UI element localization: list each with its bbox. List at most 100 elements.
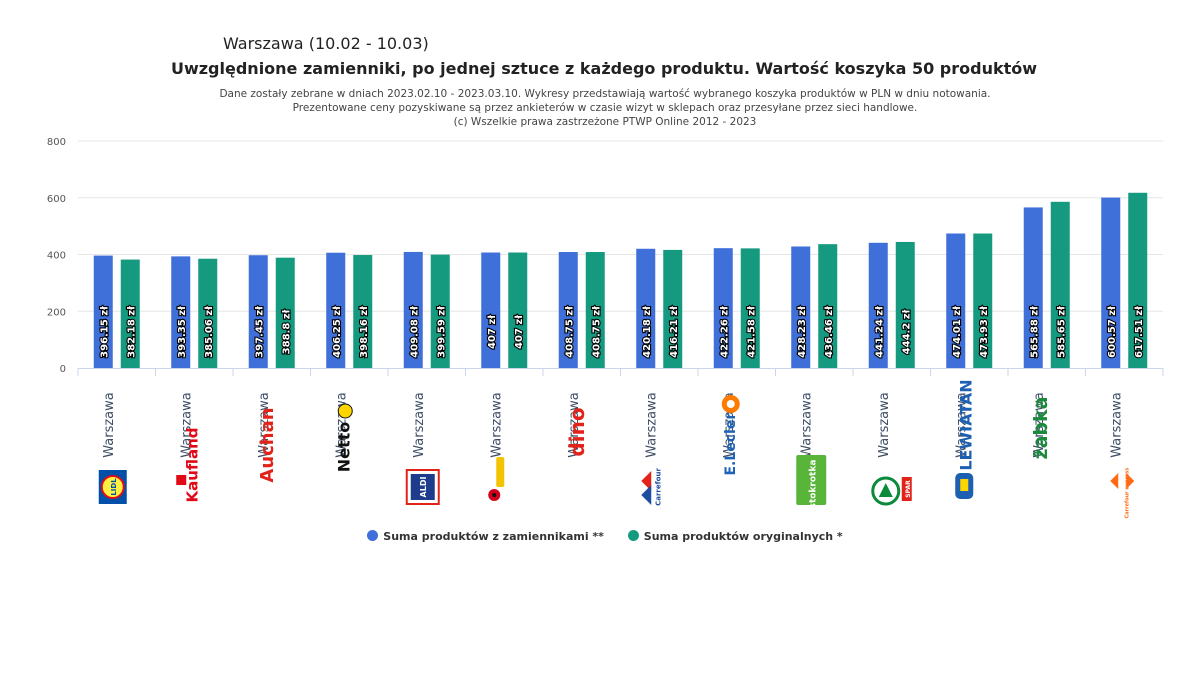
svg-text:LIDL: LIDL [110,478,118,496]
data-label: 408.75 zł [564,306,575,358]
data-label: 382.18 zł [126,306,137,358]
legend-item-series2[interactable]: Suma produktów oryginalnych * [627,530,843,543]
data-label: 421.58 zł [746,306,757,358]
kaufland-logo-icon: Kaufland [176,427,201,503]
x-category-label: Warszawa [877,392,892,458]
bar-series1 [403,251,423,368]
bar-series1 [791,246,811,368]
svg-text:ALDI: ALDI [419,477,428,498]
svg-text:Carrefour express: Carrefour express [1124,468,1130,519]
chart-note-1: Dane zostały zebrane w dniach 2023.02.10… [219,88,991,100]
y-tick-label: 600 [47,194,66,205]
svg-text:Carrefour: Carrefour [654,468,662,506]
data-label: 441.24 zł [874,306,885,358]
data-label: 473.93 zł [979,306,990,358]
zabka-logo-icon: żabka [1030,397,1052,460]
x-category-label: Warszawa [954,392,969,458]
aldi-logo-icon: ALDI [405,469,440,505]
bar-series1 [636,248,656,368]
bar-series2 [353,255,373,368]
x-category-label: Warszawa [179,392,194,458]
svg-text:E.Leclerc: E.Leclerc [723,404,739,475]
x-category-label: Warszawa [567,392,582,458]
stokrotka-logo-icon: stokrotka [796,455,827,509]
leclerc-logo-icon: E.Leclerc [721,395,740,476]
data-label: 398.16 zł [359,306,370,358]
spar-logo-icon: SPAR [871,476,912,506]
svg-text:SPAR: SPAR [905,480,912,498]
bar-series2 [895,241,915,368]
bar-series1 [93,255,113,368]
netto-logo-icon: Netto [334,403,353,472]
x-category-label: Warszawa [799,392,814,458]
data-label: 407 zł [487,315,498,349]
bar-series2 [740,248,760,368]
data-label: 422.26 zł [719,306,730,358]
data-label: 420.18 zł [642,306,653,358]
data-label: 406.25 zł [332,306,343,358]
lewiatan-logo-icon: LEWIATAN [955,379,975,499]
bar-series2 [275,257,295,368]
y-tick-label: 200 [47,307,66,318]
x-category-label: Warszawa [102,392,117,458]
data-label: 397.45 zł [254,306,265,358]
data-label: 399.59 zł [436,306,447,358]
legend-label-series2: Suma produktów oryginalnych * [643,530,843,543]
data-label: 444.2 zł [901,309,912,354]
bar-series2 [663,249,683,368]
carrefour-express-logo-icon: Carrefour express [1110,468,1135,519]
y-tick-label: 400 [47,251,66,262]
svg-text:dino: dino [565,407,589,456]
chart-note-3: (c) Wszelkie prawa zastrzeżone PTWP Onli… [453,116,757,128]
bar-series2 [973,233,993,368]
y-tick-label: 0 [60,364,66,375]
x-category-label: Warszawa [257,392,272,458]
chart-subtitle: Uwzględnione zamienniki, po jednej sztuc… [170,59,1038,78]
svg-text:Auchan: Auchan [257,407,278,482]
data-label: 428.23 zł [797,306,808,358]
bar-series2 [818,244,838,368]
data-label: 408.75 zł [591,306,602,358]
data-label: 436.46 zł [824,306,835,358]
auchan-logo-icon: Auchan [257,407,278,482]
x-category-label: Warszawa [412,392,427,458]
legend-item-series1[interactable]: Suma produktów z zamiennikami ** [367,530,604,543]
bar-series1 [171,256,191,368]
svg-text:żabka: żabka [1030,397,1052,460]
x-category-label: Warszawa [1032,392,1047,458]
legend-marker-series1 [367,530,379,541]
bar-series2 [198,258,218,368]
carrefour-logo-icon: Carrefour [641,468,662,506]
bar-series1 [481,252,501,368]
x-category-label: Warszawa [1109,392,1124,458]
data-label: 585.65 zł [1056,306,1067,358]
x-category-label: Warszawa [644,392,659,458]
data-label: 385.06 zł [204,306,215,358]
bar-series2 [1050,201,1070,368]
bar-series2 [430,254,450,368]
bar-series1 [248,255,268,368]
data-label: 409.08 zł [409,306,420,358]
legend: Suma produktów z zamiennikami ** Suma pr… [0,530,1200,543]
data-label: 565.88 zł [1029,306,1040,358]
data-label: 388.8 zł [281,309,292,354]
data-label: 393.35 zł [177,306,188,358]
data-label: 600.57 zł [1107,306,1118,358]
bar-series1 [946,233,966,368]
data-label: 407 zł [514,315,525,349]
bar-series1 [713,248,733,368]
data-label: 617.51 zł [1134,306,1145,358]
bar-series2 [585,252,605,368]
svg-text:stokrotka: stokrotka [808,460,818,509]
bar-series1 [868,242,888,368]
bar-series1 [326,252,346,368]
data-label: 474.01 zł [952,306,963,358]
bar-chart: 0 200 400 600 800 396.15 zł 382.18 zł Warszawa 3… [47,137,1164,519]
legend-label-series1: Suma produktów z zamiennikami ** [383,530,604,543]
bar-series2 [508,252,528,368]
bar-series2 [1128,192,1148,368]
bar-series1 [1101,197,1121,368]
svg-text:Kaufland: Kaufland [183,427,201,502]
bar-series1 [1023,207,1043,368]
svg-text:LEWIATAN: LEWIATAN [956,379,975,470]
